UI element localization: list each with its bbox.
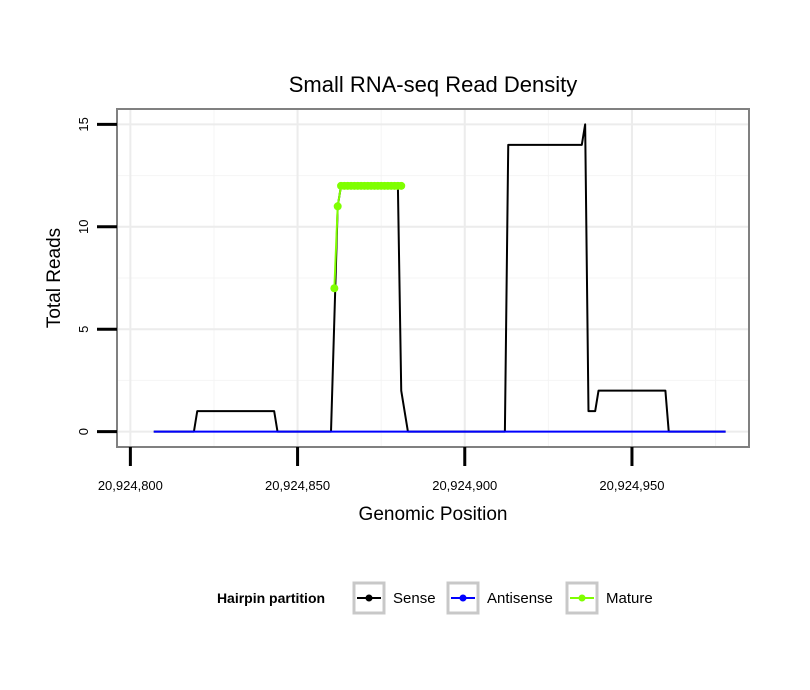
y-tick-label: 0 [76,428,91,435]
mature-point [397,181,406,190]
x-tick-label: 20,924,850 [265,478,330,493]
y-axis: 0 5 10 15 [76,117,117,435]
legend-item-mature: Mature [565,581,653,615]
panel-border [116,108,750,448]
y-tick-label: 10 [76,220,91,234]
x-tick-label: 20,924,950 [599,478,664,493]
x-tick-label: 20,924,800 [98,478,163,493]
legend-title: Hairpin partition [217,590,325,606]
legend-item-antisense: Antisense [446,581,553,615]
series-layer [153,123,726,433]
x-axis-title: Genomic Position [359,504,508,525]
x-axis: 20,924,800 20,924,850 20,924,900 20,924,950 [98,447,665,493]
mature-point [333,202,342,211]
legend-label: Mature [606,590,653,607]
legend-item-sense: Sense [352,581,436,615]
legend-key-point [365,594,373,602]
legend: Hairpin partition Sense Antisense Mature [217,581,653,615]
y-axis-title: Total Reads [44,228,65,328]
mature-point [330,284,339,293]
y-tick-label: 5 [76,326,91,333]
chart-title: Small RNA-seq Read Density [289,72,578,97]
legend-label: Sense [393,590,436,607]
x-tick-label: 20,924,900 [432,478,497,493]
legend-key-point [578,594,586,602]
legend-key-point [459,594,467,602]
y-tick-label: 15 [76,117,91,131]
legend-label: Antisense [487,590,553,607]
